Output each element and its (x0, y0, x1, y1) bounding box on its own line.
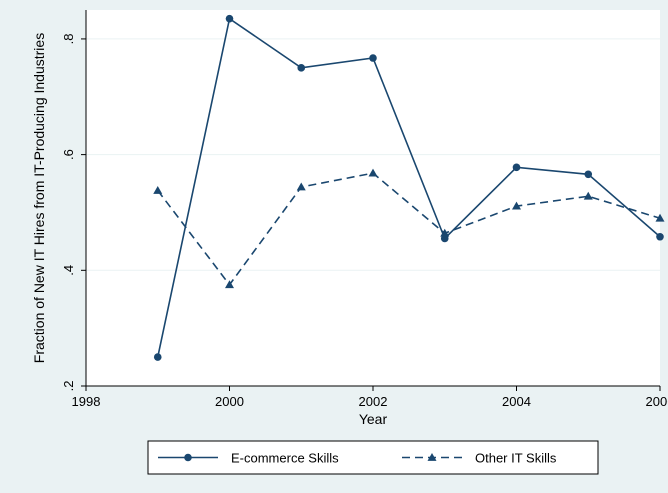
data-point (656, 232, 664, 241)
data-point (584, 170, 593, 179)
data-point (369, 54, 377, 62)
x-tick-label: 2006 (646, 394, 668, 409)
data-point (368, 168, 378, 177)
legend-box (147, 440, 599, 475)
x-tick-label: 2004 (502, 394, 531, 409)
legend-marker-other-it (427, 453, 437, 461)
y-axis-title: Fraction of New IT Hires from IT-Produci… (31, 33, 47, 363)
legend-label-ecommerce: E-commerce Skills (231, 451, 339, 466)
x-tick-label: 2000 (215, 394, 244, 409)
y-tick-label: .8 (61, 34, 76, 45)
y-tick-label: .4 (61, 265, 76, 276)
plot-region (86, 10, 660, 386)
data-point (583, 191, 593, 200)
legend-marker-ecommerce (184, 453, 192, 462)
data-point (297, 64, 306, 72)
series-layer (153, 14, 665, 361)
legend: E-commerce Skills Other IT Skills (147, 440, 599, 475)
y-tick-label: .6 (61, 149, 76, 160)
data-point (153, 353, 162, 361)
data-point (225, 280, 234, 289)
data-point (153, 185, 163, 194)
data-point (296, 182, 306, 191)
x-axis-ticks: 1998 2000 2002 2004 2006 (72, 386, 668, 409)
x-tick-label: 1998 (72, 394, 101, 409)
data-point (655, 213, 665, 222)
data-point (512, 201, 521, 210)
data-point (440, 228, 450, 237)
series-line-0 (156, 17, 661, 358)
data-point (512, 163, 521, 172)
y-axis-ticks: .2 .4 .6 .8 (61, 34, 86, 392)
legend-label-other-it: Other IT Skills (475, 451, 557, 466)
data-point (225, 14, 234, 23)
y-tick-label: .2 (61, 381, 76, 392)
x-axis-title: Year (359, 411, 388, 427)
x-tick-label: 2002 (359, 394, 388, 409)
